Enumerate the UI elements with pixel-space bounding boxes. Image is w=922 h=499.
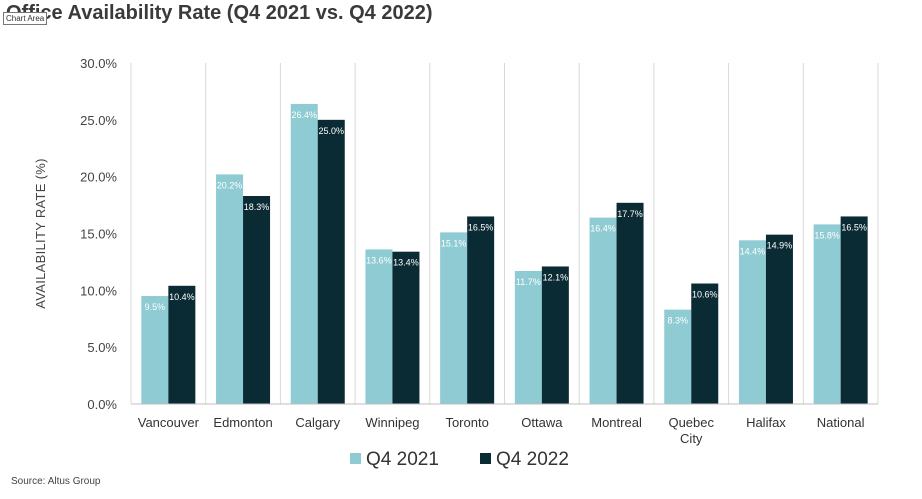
axis-layer: 0.0% 5.0% 10.0% 15.0% 20.0% 25.0% 30.0% AVAILAB… — [33, 56, 878, 446]
bar-q4-2021 — [514, 271, 542, 404]
data-label: 8.3% — [667, 316, 688, 326]
data-label: 20.2% — [217, 180, 243, 190]
x-tick-label: Edmonton — [213, 415, 272, 430]
data-label: 10.4% — [169, 292, 195, 302]
data-label: 9.5% — [145, 302, 166, 312]
y-tick-label: 0.0% — [87, 397, 117, 412]
bar-q4-2021 — [738, 240, 766, 404]
x-tick-label: Ottawa — [521, 415, 563, 430]
x-tick-label: Toronto — [445, 415, 488, 430]
bar-q4-2021 — [216, 174, 244, 404]
x-tick-label: National — [817, 415, 865, 430]
data-label: 17.7% — [617, 209, 643, 219]
y-tick-label: 30.0% — [80, 56, 117, 71]
bar-q4-2022 — [392, 251, 420, 404]
y-tick-label: 25.0% — [80, 113, 117, 128]
bar-q4-2021 — [365, 249, 393, 404]
x-tick-label: Quebec City — [668, 415, 714, 446]
data-label: 11.7% — [516, 277, 541, 287]
data-label: 13.4% — [393, 258, 419, 268]
y-tick-label: 15.0% — [80, 227, 117, 242]
y-tick-label: 5.0% — [87, 340, 117, 355]
bar-q4-2021 — [664, 309, 692, 404]
legend-label-q4-2022: Q4 2022 — [496, 449, 569, 470]
bar-q4-2022 — [168, 285, 196, 404]
bar-q4-2022 — [616, 202, 644, 404]
bar-q4-2021 — [589, 217, 617, 404]
data-label: 15.8% — [814, 230, 840, 240]
x-tick-label: Halifax — [746, 415, 786, 430]
chart-area-tooltip: Chart Area — [3, 12, 48, 25]
bar-q4-2022 — [541, 266, 569, 404]
legend-swatch-q4-2021 — [350, 453, 361, 464]
bar-q4-2021 — [290, 103, 318, 405]
data-label: 15.1% — [441, 238, 467, 248]
x-tick-label: Calgary — [295, 415, 340, 430]
y-tick-label: 20.0% — [80, 170, 117, 185]
legend-label-q4-2021: Q4 2021 — [366, 449, 439, 470]
bars-layer — [141, 103, 868, 405]
x-tick-label: Montreal — [591, 415, 642, 430]
data-label: 12.1% — [543, 272, 569, 282]
grid-layer — [130, 63, 879, 404]
data-label: 18.3% — [244, 202, 270, 212]
bar-q4-2022 — [765, 234, 793, 404]
bar-q4-2021 — [813, 224, 841, 404]
data-labels-layer: 9.5%10.4% 20.2% 18.3% 26.4%25.0% 13.6% 13.4% 1… — [145, 110, 867, 326]
data-label: 26.4% — [291, 110, 317, 120]
x-tick-label: Winnipeg — [365, 415, 419, 430]
y-tick-label: 10.0% — [80, 283, 117, 298]
legend-swatch-q4-2022 — [480, 453, 491, 464]
bar-q4-2022 — [317, 119, 345, 404]
bar-q4-2021 — [440, 232, 468, 404]
data-label: 14.9% — [767, 241, 793, 251]
data-label: 13.6% — [366, 255, 392, 265]
source-note: Source: Altus Group — [11, 476, 101, 487]
y-axis-label: AVAILABILITY RATE (%) — [33, 158, 48, 309]
chart-title: Office Availability Rate (Q4 2021 vs. Q4… — [6, 2, 433, 24]
bar-q4-2022 — [840, 216, 868, 404]
legend: Q4 2021 Q4 2022 — [350, 449, 569, 470]
data-label: 25.0% — [318, 126, 344, 136]
data-label: 14.4% — [740, 246, 766, 256]
bar-q4-2021 — [141, 296, 169, 404]
data-label: 16.5% — [841, 222, 867, 232]
bar-q4-2022 — [691, 283, 719, 404]
bar-q4-2022 — [243, 195, 271, 404]
bar-q4-2022 — [467, 216, 495, 404]
x-tick-label: Vancouver — [138, 415, 200, 430]
data-label: 16.5% — [468, 222, 494, 232]
data-label: 16.4% — [590, 224, 616, 234]
data-label: 10.6% — [692, 290, 718, 300]
